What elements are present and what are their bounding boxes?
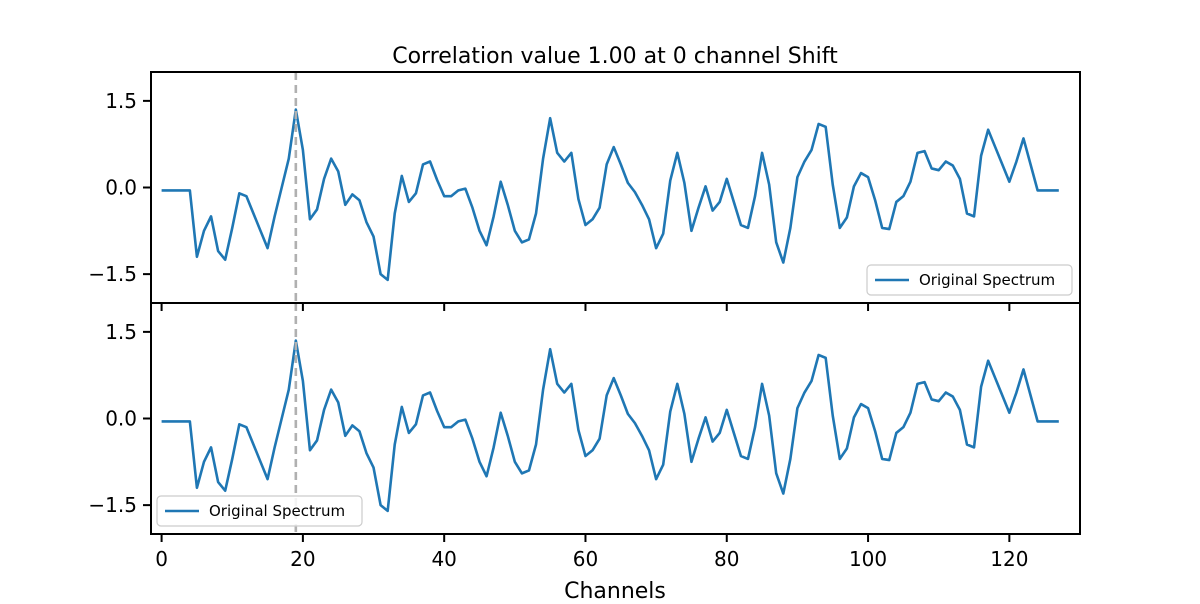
legend-box <box>866 264 1073 296</box>
series-line-1 <box>161 108 1059 282</box>
y-tick-label: 1.5 <box>105 89 137 113</box>
legend: Original Spectrum <box>156 495 363 527</box>
x-tick-label: 60 <box>573 547 598 571</box>
y-tick-label: 1.5 <box>105 320 137 344</box>
legend-label: Original Spectrum <box>209 502 345 520</box>
x-tick-label: 20 <box>290 547 315 571</box>
legend-label: Original Spectrum <box>919 271 1055 289</box>
legend: Original Spectrum <box>866 264 1073 296</box>
panel-1: −1.5 0.0 1.5 Original Spectrum <box>88 71 1081 311</box>
chart-title: Correlation value 1.00 at 0 channel Shif… <box>392 44 838 69</box>
x-tick-label: 0 <box>155 547 168 571</box>
y-tick-label: 0.0 <box>105 407 137 431</box>
panel-2: −1.5 0.0 1.5 0 20 40 60 80 100 120 Original Spectr… <box>88 302 1081 571</box>
x-axis-label: Channels <box>564 579 666 600</box>
series-line-1 <box>161 339 1059 513</box>
y-tick-label: 0.0 <box>105 176 137 200</box>
y-tick-label: −1.5 <box>88 262 137 286</box>
y-tick-label: −1.5 <box>88 493 137 517</box>
x-tick-label: 80 <box>714 547 739 571</box>
legend-box <box>156 495 363 527</box>
x-tick-label: 40 <box>431 547 456 571</box>
x-tick-label: 100 <box>849 547 887 571</box>
x-tick-label: 120 <box>990 547 1028 571</box>
